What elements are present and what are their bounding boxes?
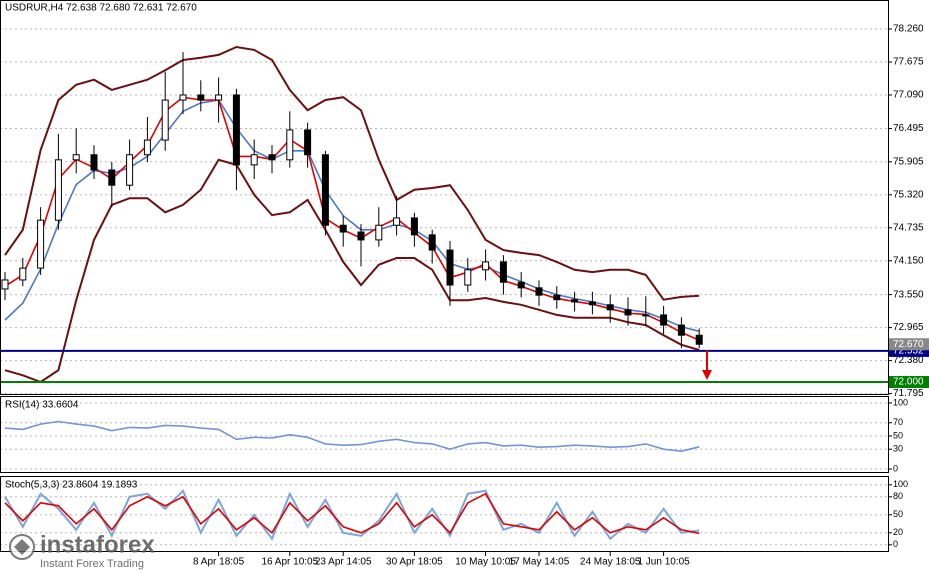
indicator-title: RSI(14) 33.6604: [5, 400, 79, 411]
y-tick-label: 100: [893, 397, 908, 407]
y-tick-label: 78.260: [893, 24, 924, 35]
down-arrow: [702, 350, 712, 380]
y-tick-label: 80: [893, 491, 903, 501]
y-tick-label: 100: [893, 479, 908, 489]
candle-body: [695, 334, 703, 345]
candle-body: [339, 224, 347, 233]
candle-body: [37, 219, 45, 269]
level-label: 72.000: [893, 377, 924, 388]
candle-body: [197, 94, 205, 101]
stoch-frame: [0, 476, 889, 552]
candle-body: [1, 279, 9, 290]
x-tick-label: 16 Apr 10:05: [261, 557, 318, 568]
chart-title: USDRUR,H4 72.638 72.680 72.631 72.670: [5, 3, 197, 14]
logo-tagline: Instant Forex Trading: [40, 558, 144, 570]
price-label-box: [889, 338, 929, 351]
indicator-line: [4, 158, 700, 384]
candle-body: [126, 154, 134, 186]
candle-body: [72, 154, 80, 161]
candle-body: [642, 314, 650, 317]
candle-body: [660, 314, 668, 326]
level-label: 72.552: [893, 346, 924, 357]
candle-body: [517, 281, 525, 289]
x-tick-label: 30 Apr 18:05: [386, 557, 443, 568]
indicator-line: [4, 45, 700, 301]
y-tick-label: 50: [893, 509, 903, 519]
logo-icon-mark: [14, 539, 30, 555]
candle-body: [108, 169, 116, 186]
y-tick-label: 75.320: [893, 189, 924, 200]
candle-body: [161, 99, 169, 141]
logo-name: instaforex: [40, 531, 155, 558]
candle-body: [268, 154, 276, 161]
candle-body: [179, 94, 187, 101]
y-tick-label: 72.965: [893, 322, 924, 333]
indicator-title: Stoch(5,3,3) 23.8604 19.1893: [5, 480, 138, 491]
candle-body: [677, 324, 685, 336]
candle-body: [143, 139, 151, 156]
candle-body: [232, 94, 240, 166]
candle-body: [286, 129, 294, 161]
level-label-box: [889, 376, 929, 389]
candle-body: [250, 154, 258, 166]
candle-body: [588, 301, 596, 306]
candle-body: [482, 261, 490, 271]
y-tick-label: 70: [893, 417, 903, 427]
y-tick-label: 74.735: [893, 222, 924, 233]
candle-body: [624, 309, 632, 316]
candle-body: [410, 217, 418, 236]
main-frame: [0, 0, 889, 395]
y-tick-label: 77.675: [893, 57, 924, 68]
indicator-line: [4, 420, 700, 453]
x-tick-label: 1 Jun 10:05: [637, 557, 690, 568]
y-tick-label: 75.905: [893, 156, 924, 167]
y-tick-label: 74.150: [893, 255, 924, 266]
logo: instaforex Instant Forex Trading: [9, 531, 155, 570]
y-tick-label: 20: [893, 527, 903, 537]
x-tick-label: 17 May 14:05: [509, 557, 570, 568]
x-tick-label: 8 Apr 18:05: [193, 557, 245, 568]
rsi-frame: [0, 396, 889, 473]
indicator-line: [4, 96, 700, 342]
indicator-line: [4, 492, 700, 535]
candle-body: [428, 234, 436, 251]
candle-body: [499, 261, 507, 283]
candle-body: [321, 154, 329, 226]
x-tick-label: 10 May 10:05: [455, 557, 516, 568]
x-tick-label: 23 Apr 14:05: [315, 557, 372, 568]
candle-body: [571, 299, 579, 303]
candle-body: [393, 217, 401, 226]
candle-body: [464, 269, 472, 286]
candle-body: [375, 224, 383, 241]
candle-body: [304, 129, 312, 156]
candle-body: [606, 304, 614, 311]
candle-body: [535, 287, 543, 296]
plot-layer: [0, 28, 888, 546]
candle-body: [446, 249, 454, 286]
price-label: 72.670: [893, 339, 924, 350]
y-tick-label: 0: [893, 539, 898, 549]
y-tick-label: 73.550: [893, 289, 924, 300]
x-tick-label: 24 May 18:05: [580, 557, 641, 568]
candle-body: [90, 154, 98, 171]
candle-body: [54, 159, 62, 221]
y-tick-label: 77.090: [893, 90, 924, 101]
y-tick-label: 71.795: [893, 388, 924, 399]
y-tick-label: 76.495: [893, 123, 924, 134]
y-tick-label: 30: [893, 444, 903, 454]
candle-body: [357, 231, 365, 241]
y-tick-label: 72.380: [893, 355, 924, 366]
y-tick-label: 0: [893, 463, 898, 473]
candle-body: [553, 294, 561, 301]
candle-body: [19, 267, 27, 281]
candle-body: [215, 94, 223, 101]
y-tick-label: 50: [893, 430, 903, 440]
